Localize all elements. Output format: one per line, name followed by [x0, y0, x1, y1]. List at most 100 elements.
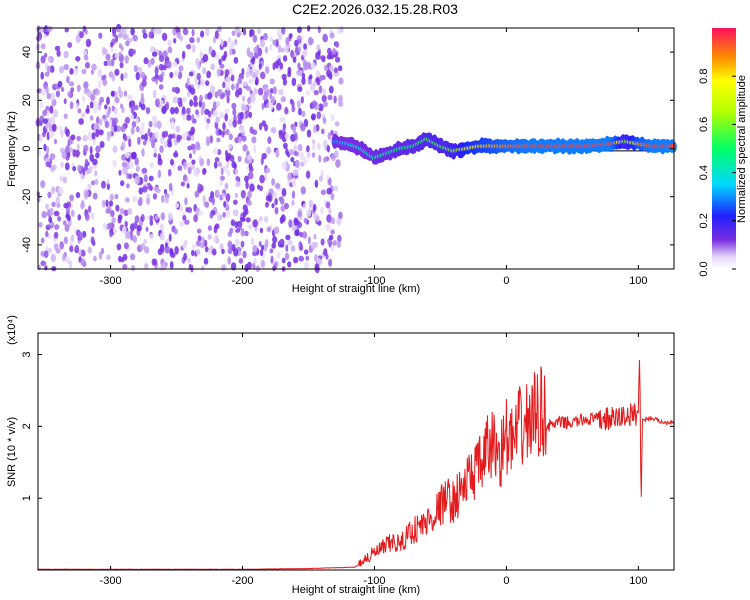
spectrogram-noise-dot: [299, 152, 305, 161]
spectrogram-x-tick-label: 0: [503, 275, 509, 287]
spectrogram-noise-dot: [70, 87, 75, 93]
spectrogram-noise-dot: [142, 140, 147, 146]
spectrogram-noise-dot: [186, 183, 190, 189]
spectrogram-noise-dot: [206, 70, 212, 79]
spectrogram-noise-dot: [338, 77, 344, 85]
spectrogram-noise-dot: [151, 140, 156, 149]
spectrogram-noise-dot: [330, 114, 335, 122]
spectrogram-noise-dot: [225, 150, 228, 157]
spectrogram-noise-dot: [213, 36, 216, 44]
spectrogram-noise-dot: [122, 166, 128, 175]
spectrogram-noise-dot: [288, 219, 293, 228]
spectrogram-noise-dot: [187, 257, 191, 264]
spectrogram-noise-dot: [87, 246, 93, 254]
spectrogram-noise-dot: [141, 148, 145, 157]
spectrogram-noise-dot: [267, 136, 272, 144]
spectrogram-noise-dot: [118, 51, 122, 57]
spectrogram-noise-dot: [228, 143, 232, 150]
spectrogram-y-label: Frequency (Hz): [6, 111, 18, 187]
spectrogram-noise-dot: [325, 201, 331, 209]
colorbar-tick-label: 0.2: [698, 213, 710, 228]
spectrogram-noise-dot: [159, 232, 165, 241]
spectrogram-noise-dot: [276, 102, 282, 111]
spectrogram-noise-dot: [330, 217, 335, 225]
spectrogram-noise-dot: [248, 224, 253, 230]
spectrogram-noise-dot: [287, 172, 292, 181]
spectrogram-noise-dot: [290, 245, 296, 252]
spectrogram-noise-dot: [298, 69, 303, 77]
spectrogram-noise-dot: [128, 160, 134, 170]
spectrogram-noise-dot: [280, 205, 286, 212]
spectrogram-noise-dot: [75, 34, 81, 43]
spectrogram-noise-dot: [235, 82, 239, 91]
spectrogram-noise-dot: [165, 242, 168, 248]
spectrogram-noise-dot: [130, 152, 135, 160]
spectrogram-noise-dot: [170, 121, 176, 130]
spectrogram-x-label: Height of straight line (km): [292, 283, 420, 295]
spectrogram-noise-dot: [246, 200, 252, 206]
spectrogram-noise-dot: [75, 56, 81, 62]
spectrogram-noise-dot: [95, 88, 99, 94]
spectrogram-noise-dot: [64, 27, 69, 33]
spectrogram-noise-dot: [141, 79, 147, 87]
spectrogram-noise-dot: [317, 26, 321, 34]
spectrogram-noise-dot: [127, 208, 133, 215]
spectrogram-noise-dot: [63, 113, 68, 119]
spectrogram-noise-dot: [116, 243, 122, 251]
spectrogram-noise-dot: [234, 168, 239, 175]
spectrogram-noise-dot: [105, 53, 111, 61]
spectrogram-noise-dot: [251, 136, 257, 144]
spectrogram-noise-dot: [174, 150, 178, 158]
spectrogram-noise-dot: [302, 49, 308, 58]
spectrogram-noise-dot: [291, 177, 296, 186]
spectrogram-noise-dot: [69, 194, 74, 202]
spectrogram-noise-dot: [80, 112, 86, 118]
spectrogram-noise-dot: [90, 69, 95, 75]
spectrogram-noise-dot: [327, 132, 332, 140]
spectrogram-noise-dot: [240, 240, 245, 248]
spectrogram-noise-dot: [305, 255, 310, 261]
spectrogram-noise-dot: [121, 161, 128, 168]
spectrogram-noise-dot: [174, 86, 178, 92]
spectrogram-noise-dot: [135, 117, 139, 123]
spectrogram-noise-dot: [84, 54, 89, 61]
spectrogram-noise-dot: [49, 92, 56, 101]
spectrogram-noise-dot: [130, 105, 135, 114]
spectrogram-noise-dot: [306, 129, 312, 138]
spectrogram-noise-dot: [279, 198, 285, 205]
spectrogram-noise-dot: [223, 200, 227, 208]
spectrogram-y-tick-label: -20: [21, 189, 33, 205]
spectrogram-noise-dot: [51, 123, 57, 132]
spectrogram-noise-dot: [331, 48, 337, 55]
spectrogram-noise-dot: [42, 131, 46, 138]
spectrogram-noise-dot: [52, 109, 59, 118]
spectrogram-noise-dot: [230, 219, 236, 227]
spectrogram-noise-dot: [249, 126, 254, 134]
spectrogram-noise-dot: [311, 113, 316, 121]
spectrogram-noise-dot: [280, 117, 285, 123]
spectrogram-noise-dot: [335, 56, 341, 63]
spectrogram-noise-dot: [105, 199, 109, 207]
spectrogram-noise-dot: [319, 75, 323, 82]
colorbar: 0.0 0.2 0.4 0.6 0.8 Normalized spectral ampl…: [698, 28, 748, 277]
spectrogram-noise-dot: [69, 67, 74, 75]
spectrogram-noise-dot: [208, 46, 213, 55]
spectrogram-noise-dot: [152, 193, 157, 200]
spectrogram-noise-dot: [219, 63, 225, 69]
spectrogram-noise-dot: [40, 180, 46, 189]
spectrogram-noise-dot: [302, 203, 307, 209]
spectrogram-noise-dot: [97, 68, 103, 78]
spectrogram-noise-dot: [297, 38, 302, 45]
spectrogram-noise-dot: [337, 27, 340, 35]
spectrogram-noise-dot: [39, 101, 44, 109]
spectrogram-noise-dot: [231, 102, 237, 110]
spectrogram-noise-dot: [156, 98, 161, 107]
spectrogram-noise-dot: [318, 103, 324, 112]
spectrogram-noise-dot: [303, 43, 307, 51]
spectrogram-noise-dot: [140, 214, 145, 222]
spectrogram-noise-dot: [253, 87, 258, 95]
spectrogram-noise-dot: [227, 119, 234, 127]
spectrogram-noise-dot: [98, 129, 104, 136]
spectrogram-noise-dot: [285, 234, 291, 241]
spectrogram-noise-dot: [291, 105, 296, 113]
